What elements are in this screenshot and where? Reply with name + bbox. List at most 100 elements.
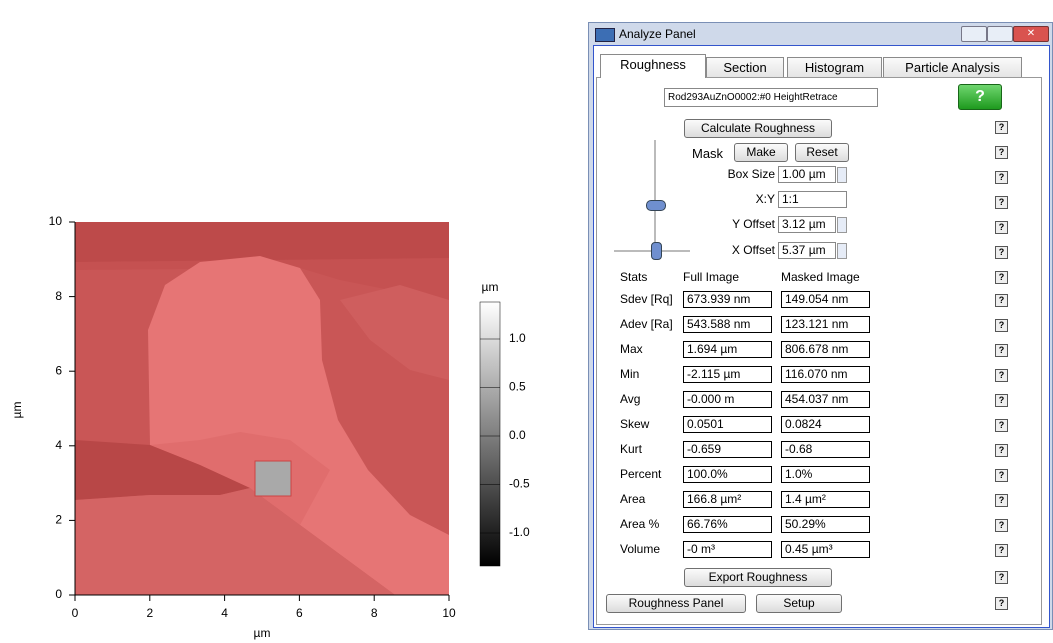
stat-full: -0 m³: [683, 541, 772, 558]
spinner[interactable]: [837, 167, 847, 183]
stat-full: 66.76%: [683, 516, 772, 533]
help-icon[interactable]: ?: [995, 196, 1008, 209]
stat-full: -2.115 µm: [683, 366, 772, 383]
x-axis-label: µm: [254, 626, 271, 640]
window-title: Analyze Panel: [619, 27, 696, 41]
y-tick-label: 6: [55, 363, 62, 377]
stat-masked: 806.678 nm: [781, 341, 870, 358]
export-button[interactable]: Export Roughness: [684, 568, 832, 587]
stat-name: Skew: [620, 417, 649, 431]
help-icon[interactable]: ?: [995, 146, 1008, 159]
tab[interactable]: Roughness: [600, 54, 706, 78]
y-tick-label: 10: [49, 214, 63, 228]
x-tick-label: 8: [371, 606, 378, 620]
stat-name: Adev [Ra]: [620, 317, 673, 331]
help-icon[interactable]: ?: [995, 344, 1008, 357]
help-icon[interactable]: ?: [995, 494, 1008, 507]
stats-header: Masked Image: [781, 270, 860, 284]
calculate-button[interactable]: Calculate Roughness: [684, 119, 832, 138]
stat-full: 1.694 µm: [683, 341, 772, 358]
y-tick-label: 0: [55, 587, 62, 601]
stat-name: Min: [620, 367, 639, 381]
stat-full: -0.000 m: [683, 391, 772, 408]
field-input[interactable]: 1:1: [778, 191, 847, 208]
stat-masked: 454.037 nm: [781, 391, 870, 408]
help-icon[interactable]: ?: [995, 319, 1008, 332]
help-icon[interactable]: ?: [995, 394, 1008, 407]
stat-name: Percent: [620, 467, 661, 481]
wave-selector[interactable]: Rod293AuZnO0002:#0 HeightRetrace: [664, 88, 878, 107]
tab[interactable]: Particle Analysis: [883, 57, 1022, 77]
make-button[interactable]: Make: [734, 143, 788, 162]
x-tick-label: 6: [296, 606, 303, 620]
help-icon[interactable]: ?: [995, 419, 1008, 432]
stat-masked: 149.054 nm: [781, 291, 870, 308]
spinner[interactable]: [837, 217, 847, 233]
stat-name: Area %: [620, 517, 659, 531]
colorbar-tick-label: 0.0: [509, 428, 526, 442]
mask-label: Mask: [692, 146, 723, 161]
tab[interactable]: Histogram: [787, 57, 882, 77]
stat-name: Avg: [620, 392, 640, 406]
help-icon[interactable]: ?: [995, 221, 1008, 234]
maximize-button[interactable]: [987, 26, 1013, 42]
help-icon[interactable]: ?: [995, 246, 1008, 259]
help-icon[interactable]: ?: [995, 171, 1008, 184]
stat-full: 0.0501: [683, 416, 772, 433]
field-label: Y Offset: [640, 217, 775, 231]
help-icon[interactable]: ?: [995, 597, 1008, 610]
stat-full: 100.0%: [683, 466, 772, 483]
stat-masked: 1.4 µm²: [781, 491, 870, 508]
field-input[interactable]: 5.37 µm: [778, 242, 836, 259]
y-tick-label: 2: [55, 513, 62, 527]
stat-full: -0.659: [683, 441, 772, 458]
stat-name: Max: [620, 342, 643, 356]
colorbar: [480, 302, 500, 566]
x-tick-label: 10: [442, 606, 456, 620]
field-input[interactable]: 1.00 µm: [778, 166, 836, 183]
colorbar-tick-label: -1.0: [509, 525, 530, 539]
help-icon[interactable]: ?: [995, 444, 1008, 457]
stats-header: Full Image: [683, 270, 739, 284]
roughness-panel-button[interactable]: Roughness Panel: [606, 594, 746, 613]
stat-masked: 0.0824: [781, 416, 870, 433]
colorbar-tick-label: -0.5: [509, 477, 530, 491]
field-input[interactable]: 3.12 µm: [778, 216, 836, 233]
stat-masked: 0.45 µm³: [781, 541, 870, 558]
help-icon[interactable]: ?: [995, 469, 1008, 482]
tab[interactable]: Section: [706, 57, 784, 77]
window-icon: [595, 28, 615, 42]
spinner[interactable]: [837, 243, 847, 259]
help-icon[interactable]: ?: [995, 571, 1008, 584]
field-label: X:Y: [640, 192, 775, 206]
help-icon[interactable]: ?: [995, 369, 1008, 382]
stat-name: Area: [620, 492, 645, 506]
x-tick-label: 2: [146, 606, 153, 620]
help-icon[interactable]: ?: [995, 121, 1008, 134]
stat-name: Kurt: [620, 442, 642, 456]
help-button[interactable]: ?: [958, 84, 1002, 110]
stat-masked: 1.0%: [781, 466, 870, 483]
help-icon[interactable]: ?: [995, 294, 1008, 307]
x-tick-label: 4: [221, 606, 228, 620]
help-icon[interactable]: ?: [995, 271, 1008, 284]
help-icon[interactable]: ?: [995, 544, 1008, 557]
reset-button[interactable]: Reset: [795, 143, 849, 162]
stat-name: Sdev [Rq]: [620, 292, 673, 306]
stat-masked: -0.68: [781, 441, 870, 458]
stat-full: 673.939 nm: [683, 291, 772, 308]
help-icon[interactable]: ?: [995, 519, 1008, 532]
colorbar-label: µm: [482, 280, 499, 294]
setup-button[interactable]: Setup: [756, 594, 842, 613]
stat-name: Volume: [620, 542, 660, 556]
stat-full: 543.588 nm: [683, 316, 772, 333]
colorbar-tick-label: 1.0: [509, 331, 526, 345]
page: µm µm µm 024681002468101.00.50.0-0.5-1.0…: [0, 0, 1053, 643]
stat-full: 166.8 µm²: [683, 491, 772, 508]
y-axis-label: µm: [10, 402, 24, 419]
close-button[interactable]: ✕: [1013, 26, 1049, 42]
stat-masked: 50.29%: [781, 516, 870, 533]
minimize-button[interactable]: [961, 26, 987, 42]
field-label: X Offset: [640, 243, 775, 257]
